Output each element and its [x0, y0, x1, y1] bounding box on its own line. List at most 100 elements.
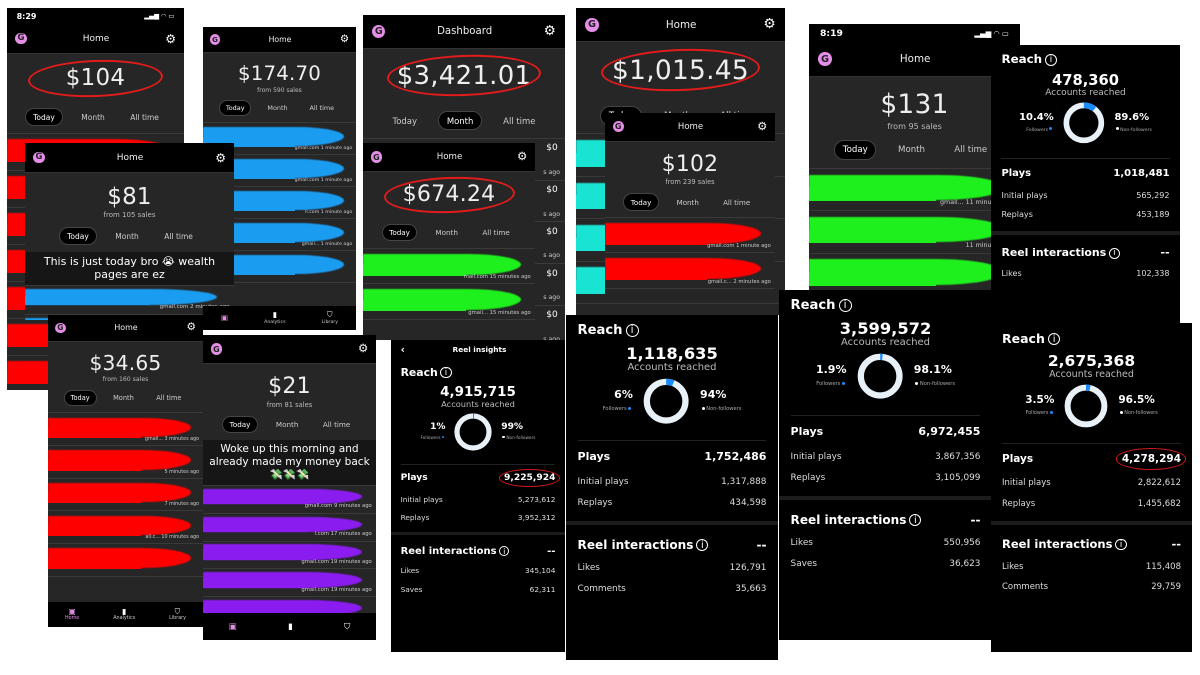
likes-row-number: 126,791 — [729, 562, 767, 573]
likes-row-number: 102,338 — [1136, 269, 1170, 279]
sale-row[interactable]: ail.c... 10 minutes ago — [48, 511, 203, 544]
status-time: 8:19 — [820, 27, 843, 39]
sale-row[interactable]: 5 minutes ago — [48, 446, 203, 479]
app-logo-icon[interactable]: G — [209, 34, 221, 45]
info-icon[interactable]: i — [440, 367, 452, 379]
tab-month[interactable]: Month — [113, 394, 134, 403]
tab-today[interactable]: Today — [59, 227, 97, 246]
accounts-reached-label: Accounts reached — [441, 399, 515, 410]
nav-home[interactable]: ▣ — [221, 313, 228, 322]
tab-month[interactable]: Month — [676, 197, 699, 207]
app-logo-icon[interactable]: G — [372, 24, 386, 39]
nav-library[interactable]: ⛉ Library — [322, 310, 339, 324]
non-followers-stat: 96.5% Non-followers — [1118, 394, 1157, 417]
info-icon[interactable]: i — [838, 298, 852, 312]
plays-row-value: 9,225,924 — [498, 469, 560, 488]
sale-row[interactable]: l.com 17 minutes ago — [203, 514, 376, 542]
app-logo-icon[interactable]: G — [612, 121, 624, 133]
nav-analytics[interactable]: ▮ — [288, 621, 293, 631]
sales-count: from 81 sales — [266, 400, 313, 409]
app-logo-icon[interactable]: G — [210, 343, 223, 355]
gear-icon[interactable]: ⚙ — [215, 150, 226, 165]
tab-month[interactable]: Month — [267, 104, 288, 113]
app-logo-icon[interactable]: G — [818, 52, 832, 66]
nav-library[interactable]: ⛉ — [344, 621, 350, 631]
gear-icon[interactable]: ⚙ — [186, 321, 196, 334]
info-icon[interactable]: i — [1047, 332, 1061, 346]
sale-row[interactable] — [48, 544, 203, 577]
sale-row[interactable]: mail.com 15 minutes ago — [363, 249, 535, 285]
sale-row[interactable]: gmail.com 19 minutes ago — [203, 569, 376, 598]
tab-all-time[interactable]: All time — [130, 112, 159, 122]
tab-today[interactable]: Today — [381, 223, 418, 242]
back-chevron-icon[interactable]: ‹ — [400, 343, 405, 356]
tab-today[interactable]: Today — [623, 193, 659, 211]
gear-icon[interactable]: ⚙ — [763, 15, 776, 32]
sale-row[interactable]: il.com 1 minute ago — [203, 187, 356, 219]
tab-month[interactable]: Month — [275, 420, 299, 430]
sale-row[interactable]: gmail... 1 minute ago — [203, 219, 356, 251]
sale-amount: $0 — [546, 310, 558, 321]
nav-home[interactable]: ▣ Home — [65, 607, 79, 621]
app-logo-icon[interactable]: G — [370, 151, 383, 163]
tab-month[interactable]: Month — [115, 231, 139, 241]
nav-library[interactable]: ⛉ Library — [169, 607, 186, 621]
app-logo-icon[interactable]: G — [15, 32, 27, 45]
gear-icon[interactable]: ⚙ — [165, 31, 176, 46]
tab-today[interactable]: Today — [25, 108, 63, 127]
sale-row[interactable]: gmail.com 19 minutes ago — [203, 542, 376, 570]
sale-row[interactable]: gmail.com 9 minutes ago — [203, 486, 376, 514]
tab-today[interactable]: Today — [392, 115, 418, 126]
info-icon[interactable]: i — [1108, 247, 1120, 259]
nav-home[interactable]: ▣ — [229, 621, 237, 631]
tab-today[interactable]: Today — [63, 390, 97, 407]
sale-row[interactable]: gmail... 11 minutes ago — [809, 169, 1020, 212]
sale-row[interactable]: gmail.com 1 minute ago — [203, 155, 356, 187]
info-icon[interactable]: i — [696, 538, 709, 552]
sale-row[interactable]: gmail.com 1 minute ago — [203, 123, 356, 155]
info-icon[interactable]: i — [909, 513, 922, 527]
tab-today[interactable]: Today — [222, 415, 258, 434]
gear-icon[interactable]: ⚙ — [339, 33, 350, 46]
sale-row[interactable]: gmail.c... 2 minutes ago — [605, 253, 775, 289]
sale-row[interactable]: gmail.com 1 minute ago — [605, 218, 775, 254]
sale-row[interactable] — [203, 251, 356, 283]
tab-month[interactable]: Month — [438, 110, 482, 131]
info-icon[interactable]: i — [1115, 538, 1127, 551]
gear-icon[interactable]: ⚙ — [543, 22, 556, 39]
comments-row: Comments 35,663 — [578, 584, 767, 594]
tab-month[interactable]: Month — [898, 145, 925, 156]
tab-month[interactable]: Month — [81, 112, 105, 122]
nav-analytics[interactable]: ▮ Analytics — [113, 607, 135, 621]
sale-row[interactable]: gmail.com 2 minutes ago — [25, 286, 234, 315]
sale-row[interactable]: gmail... 3 minutes ago — [48, 413, 203, 446]
tab-all-time[interactable]: All time — [503, 115, 536, 126]
nav-analytics[interactable]: ▮ Analytics — [264, 310, 285, 324]
sale-row[interactable]: $0 s ago — [363, 306, 565, 340]
sale-row[interactable]: 7 minutes ago — [48, 479, 203, 512]
app-logo-icon[interactable]: G — [33, 151, 45, 164]
info-icon[interactable]: i — [1044, 53, 1057, 66]
info-icon[interactable]: i — [625, 323, 639, 337]
initial-plays-row-value: 3,867,356 — [935, 452, 980, 462]
gear-icon[interactable]: ⚙ — [757, 119, 768, 134]
tab-month[interactable]: Month — [435, 228, 458, 238]
tab-today[interactable]: Today — [834, 140, 877, 161]
tab-all-time[interactable]: All time — [164, 231, 193, 241]
tab-all-time[interactable]: All time — [723, 197, 751, 207]
sale-row[interactable] — [809, 254, 1020, 290]
tab-all-time[interactable]: All time — [482, 228, 510, 238]
gear-icon[interactable]: ⚙ — [516, 149, 528, 164]
app-logo-icon[interactable]: G — [55, 322, 66, 333]
gear-icon[interactable]: ⚙ — [358, 341, 369, 356]
tab-all-time[interactable]: All time — [156, 394, 182, 403]
info-icon[interactable]: i — [499, 545, 510, 557]
tab-all-time[interactable]: All time — [954, 145, 988, 156]
sales-dashboard-screenshot: G Home ⚙ $34.65 from 160 sales Today Month All … — [48, 315, 203, 627]
sale-row[interactable]: 11 minutes ago — [809, 211, 1020, 254]
tab-all-time[interactable]: All time — [309, 104, 335, 113]
sale-row[interactable]: gmail... 15 minutes ago — [363, 284, 535, 320]
app-logo-icon[interactable]: G — [585, 17, 599, 32]
tab-all-time[interactable]: All time — [322, 420, 351, 430]
tab-today[interactable]: Today — [219, 100, 252, 117]
